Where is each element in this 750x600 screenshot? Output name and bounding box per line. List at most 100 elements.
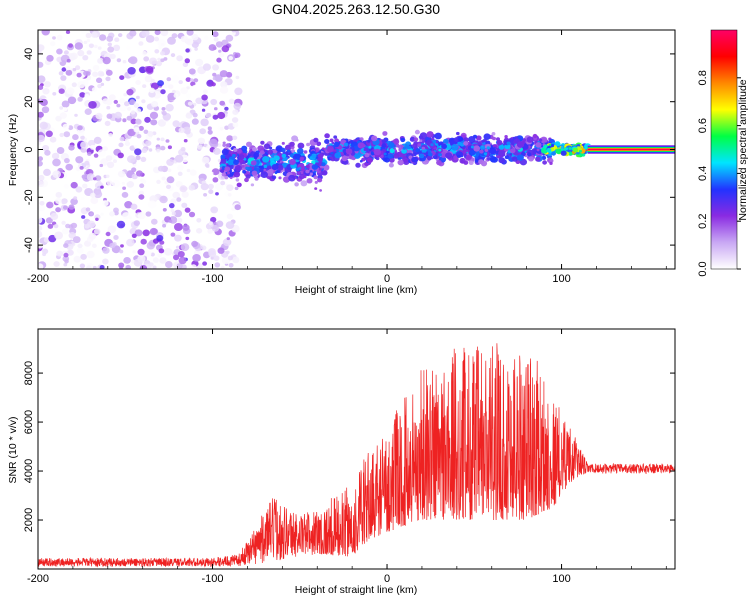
spectrogram-cell (200, 118, 209, 127)
spectrogram-cell (151, 101, 159, 108)
spectrogram-cell (196, 91, 203, 97)
spectrogram-cell (172, 120, 180, 128)
spectrogram-cell (97, 84, 102, 89)
spectrogram-cell (102, 56, 111, 65)
spectrogram-cell (309, 170, 313, 173)
spectrogram-cell (56, 48, 63, 55)
spectrogram-cell (166, 158, 175, 166)
spectrogram-cell (209, 138, 218, 147)
spectrogram-cell (263, 143, 271, 150)
spectrogram-cell (149, 57, 157, 65)
spectrogram-cell (122, 212, 131, 220)
spectrogram-cell (542, 160, 547, 165)
spectrogram-cell (45, 130, 53, 138)
spectrogram-cell (296, 171, 301, 175)
spectrogram-cell (202, 63, 211, 71)
spectrogram-cell (233, 159, 239, 165)
spectrogram-cell (473, 145, 481, 152)
spectrogram-cell (250, 183, 255, 187)
spectrogram-cell (154, 49, 160, 54)
spectrogram-cell (218, 52, 225, 58)
spectrogram-cell (123, 257, 131, 264)
spectrogram-cell (469, 149, 476, 156)
spectrogram-cell (483, 152, 488, 156)
spectrogram-cell (243, 157, 247, 161)
spectrogram-cell (364, 152, 370, 158)
spectrogram-cell (97, 180, 102, 184)
spectrogram-cell (314, 180, 318, 184)
spectrogram-cell (324, 139, 330, 144)
colorbar-tick-label: 0.2 (697, 214, 709, 229)
spectrogram-cell (145, 140, 152, 146)
spectrogram-cell (234, 165, 242, 172)
spectrogram-cell (109, 53, 116, 60)
spectrogram-cell (62, 107, 68, 112)
spectrogram-cell (96, 77, 103, 84)
spectrogram-cell (351, 157, 356, 161)
spectrogram-cell (221, 148, 229, 156)
spectrogram-cell (171, 33, 178, 39)
spectrogram-cell (168, 84, 174, 89)
spectrogram-cell (148, 87, 155, 94)
spectrogram-cell (98, 223, 103, 227)
spectrogram-cell (147, 200, 157, 209)
spectrogram-cell (324, 133, 330, 139)
spectrogram-cell (334, 138, 340, 143)
spectrogram-cell (242, 170, 247, 174)
spectrogram-cell (251, 170, 258, 176)
spectrogram-cell (63, 50, 69, 55)
spectrogram-cell (281, 141, 285, 145)
spectrogram-cell (120, 244, 124, 248)
spectrogram-cell (63, 263, 68, 267)
spectrogram-cell (150, 78, 155, 83)
spectrogram-cell (451, 144, 459, 151)
spectrogram-cell (171, 211, 176, 216)
spectrogram-cell (99, 34, 107, 41)
spectrogram-cell (166, 77, 172, 82)
spectrogram-cell (70, 198, 78, 206)
spectrogram-cell (281, 153, 287, 158)
spectrogram-cell (375, 156, 380, 161)
spectrogram-cell (191, 84, 199, 92)
spectrogram-cell (121, 191, 129, 198)
spectrogram-cell (38, 50, 42, 55)
spectrogram-cell (373, 148, 381, 156)
spectrogram-cell (220, 158, 227, 164)
spectrogram-cell (109, 242, 116, 249)
spectrogram-cell (40, 98, 48, 106)
spectrogram-cell (76, 72, 82, 78)
spectrogram-cell (102, 146, 108, 152)
spectrogram-cell (232, 256, 240, 264)
snr-series-line (38, 343, 675, 568)
spectrogram-cell (277, 164, 284, 171)
spectrogram-cell (136, 134, 142, 139)
spectrogram-cell (321, 162, 326, 167)
spectrogram-cell (284, 144, 292, 151)
spectrogram-cell (221, 45, 230, 53)
spectrogram-cell (196, 228, 203, 234)
spectrogram-cell (258, 165, 263, 169)
spectrogram-cell (170, 232, 176, 237)
spectrogram-cell (162, 208, 167, 212)
spectrogram-cell (140, 156, 147, 162)
spectrogram-cell (135, 80, 141, 85)
spectrogram-cell (206, 112, 212, 118)
spectrogram-cell (149, 111, 159, 120)
spectrogram-cell (300, 180, 308, 187)
spectrogram-cell (52, 158, 61, 167)
spectrogram-cell (177, 251, 185, 258)
spectrogram-cell (159, 195, 168, 204)
spectrogram-x-tick-label: 100 (552, 273, 570, 285)
spectrogram-cell (291, 135, 298, 142)
spectrogram-cell (55, 191, 63, 198)
spectrogram-cell (81, 196, 85, 200)
spectrogram-cell (189, 169, 197, 176)
spectrogram-cell (180, 87, 188, 95)
spectrogram-cell (318, 167, 322, 171)
spectrogram-cell (59, 112, 67, 119)
spectrogram-cell (227, 171, 231, 175)
snr-x-tick-label: -100 (202, 573, 224, 585)
spectrogram-cell (70, 181, 78, 189)
spectrogram-cell (128, 56, 138, 65)
spectrogram-cell (169, 203, 175, 209)
